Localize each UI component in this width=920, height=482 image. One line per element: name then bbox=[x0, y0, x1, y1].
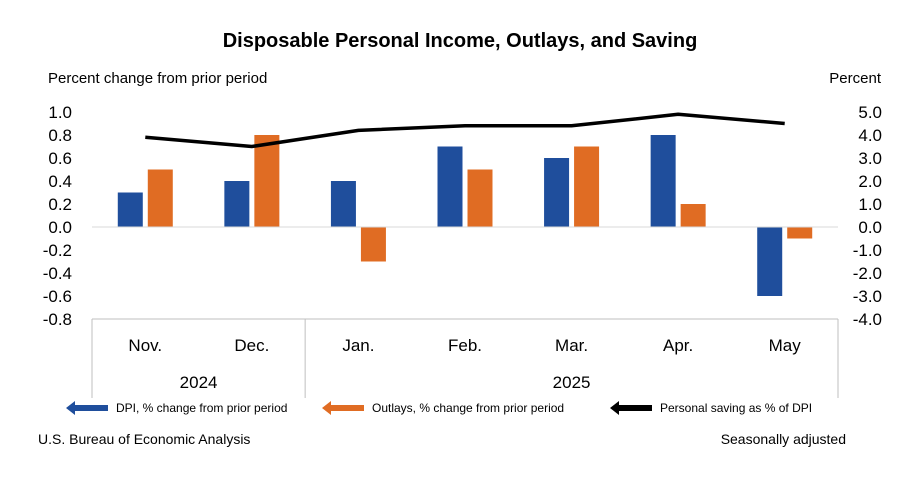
left-tick-label: -0.6 bbox=[43, 287, 72, 306]
right-tick-label: 3.0 bbox=[858, 149, 882, 168]
legend-arrow-icon-saving bbox=[610, 401, 652, 415]
bar-dpi bbox=[544, 158, 570, 227]
legend-label-dpi: DPI, % change from prior period bbox=[116, 401, 288, 415]
category-label: Mar. bbox=[555, 336, 588, 355]
category-label: Dec. bbox=[234, 336, 269, 355]
left-tick-label: 1.0 bbox=[48, 103, 72, 122]
left-tick-label: -0.4 bbox=[43, 264, 72, 283]
legend-item-saving: Personal saving as % of DPI bbox=[610, 398, 812, 418]
category-label: Jan. bbox=[342, 336, 374, 355]
legend: DPI, % change from prior period Outlays,… bbox=[0, 398, 920, 420]
year-label: 2024 bbox=[180, 373, 218, 392]
year-label: 2025 bbox=[553, 373, 591, 392]
legend-label-saving: Personal saving as % of DPI bbox=[660, 401, 813, 415]
left-tick-label: 0.2 bbox=[48, 195, 72, 214]
bar-dpi bbox=[650, 135, 676, 227]
category-label: Apr. bbox=[663, 336, 693, 355]
left-tick-label: 0.4 bbox=[48, 172, 72, 191]
bar-outlays bbox=[680, 204, 706, 227]
legend-item-outlays: Outlays, % change from prior period bbox=[322, 398, 564, 418]
legend-label-outlays: Outlays, % change from prior period bbox=[372, 401, 565, 415]
right-tick-label: -3.0 bbox=[853, 287, 882, 306]
adjustment-note: Seasonally adjusted bbox=[720, 431, 846, 447]
bar-dpi bbox=[437, 146, 463, 227]
category-label: Nov. bbox=[128, 336, 162, 355]
source-note: U.S. Bureau of Economic Analysis bbox=[38, 431, 251, 447]
left-tick-label: -0.8 bbox=[43, 310, 72, 329]
legend-arrow-icon-outlays bbox=[322, 401, 364, 415]
right-tick-label: -4.0 bbox=[853, 310, 882, 329]
left-tick-label: 0.0 bbox=[48, 218, 72, 237]
right-tick-label: -2.0 bbox=[853, 264, 882, 283]
bar-outlays bbox=[254, 135, 280, 227]
right-tick-label: 4.0 bbox=[858, 126, 882, 145]
bar-dpi bbox=[224, 181, 250, 227]
category-label: Feb. bbox=[448, 336, 482, 355]
category-label: May bbox=[769, 336, 802, 355]
bar-outlays bbox=[787, 227, 813, 239]
chart-title: Disposable Personal Income, Outlays, and… bbox=[222, 30, 698, 52]
bar-outlays bbox=[574, 146, 600, 227]
left-axis-label: Percent change from prior period bbox=[48, 70, 268, 87]
right-axis-label: Percent bbox=[829, 70, 881, 87]
bar-outlays bbox=[147, 169, 173, 227]
right-tick-label: 5.0 bbox=[858, 103, 882, 122]
legend-arrow-icon-dpi bbox=[66, 401, 108, 415]
right-tick-label: -1.0 bbox=[853, 241, 882, 260]
saving-line bbox=[145, 112, 785, 149]
chart-plot: 1.0 0.8 0.6 0.4 0.2 0.0 -0.2 -0.4 -0.6 -0.8 5.0 4.0… bbox=[43, 103, 882, 398]
bar-dpi bbox=[117, 192, 143, 227]
bar-dpi bbox=[330, 181, 356, 227]
legend-item-dpi: DPI, % change from prior period bbox=[66, 398, 287, 418]
left-tick-label: -0.2 bbox=[43, 241, 72, 260]
bar-outlays bbox=[467, 169, 493, 227]
left-tick-label: 0.8 bbox=[48, 126, 72, 145]
bar-outlays bbox=[360, 227, 386, 262]
right-tick-label: 0.0 bbox=[858, 218, 882, 237]
bar-dpi bbox=[757, 227, 783, 296]
right-tick-label: 1.0 bbox=[858, 195, 882, 214]
right-tick-label: 2.0 bbox=[858, 172, 882, 191]
left-tick-label: 0.6 bbox=[48, 149, 72, 168]
